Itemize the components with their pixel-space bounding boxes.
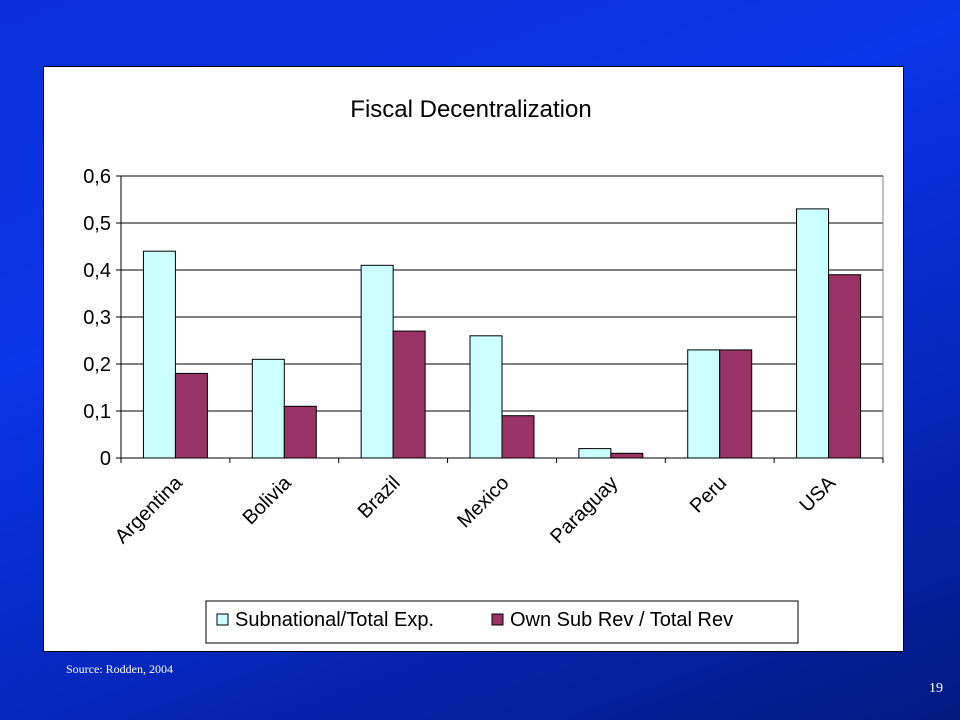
chart-panel: Fiscal Decentralization 0 0,1 0,2 0,3 0,4 0,5… xyxy=(43,66,904,652)
chart-svg: Fiscal Decentralization 0 0,1 0,2 0,3 0,4 0,5… xyxy=(83,96,884,644)
x-tick-labels: Argentina Bolivia Brazil Mexico Paraguay Peru… xyxy=(111,471,841,548)
y-tick-label: 0,5 xyxy=(83,213,111,235)
y-tick-label: 0 xyxy=(100,448,111,470)
bar-own-sub-rev-paraguay xyxy=(610,452,644,459)
x-tick-label: Paraguay xyxy=(546,472,622,548)
bars-group xyxy=(142,208,862,459)
x-tick-label: Peru xyxy=(686,472,731,517)
x-tick-label: Mexico xyxy=(453,472,513,532)
gridlines xyxy=(121,175,883,412)
bar-own-sub-rev-argentina xyxy=(174,372,208,459)
y-tick-label: 0,6 xyxy=(83,166,111,188)
bar-own-sub-rev-brazil xyxy=(392,330,426,459)
x-tick-label: USA xyxy=(795,472,840,517)
source-note: Source: Rodden, 2004 xyxy=(66,662,173,676)
bar-subnational-peru xyxy=(687,349,721,459)
x-tick-label: Brazil xyxy=(354,472,405,523)
bar-subnational-paraguay xyxy=(578,448,612,459)
legend-label-subnational: Subnational/Total Exp. xyxy=(235,609,434,631)
bar-own-sub-rev-peru xyxy=(719,349,753,459)
bar-subnational-argentina xyxy=(142,250,176,459)
bar-own-sub-rev-mexico xyxy=(501,415,535,459)
x-tick-label: Bolivia xyxy=(239,471,297,529)
y-tick-labels: 0 0,1 0,2 0,3 0,4 0,5 0,6 xyxy=(83,166,111,470)
legend-label-own-sub-rev: Own Sub Rev / Total Rev xyxy=(510,609,733,631)
bar-subnational-bolivia xyxy=(251,358,285,459)
bar-own-sub-rev-bolivia xyxy=(283,405,317,459)
legend-swatch-subnational xyxy=(216,613,229,626)
y-tick-label: 0,2 xyxy=(83,354,111,376)
page-number: 19 xyxy=(929,681,943,696)
axes xyxy=(116,175,884,463)
bar-subnational-mexico xyxy=(469,335,503,459)
bar-subnational-brazil xyxy=(360,264,394,459)
bar-subnational-usa xyxy=(796,208,830,459)
y-tick-label: 0,4 xyxy=(83,260,111,282)
y-tick-label: 0,3 xyxy=(83,307,111,329)
legend: Subnational/Total Exp. Own Sub Rev / Tot… xyxy=(205,600,799,644)
bar-own-sub-rev-usa xyxy=(828,274,862,459)
legend-swatch-own-sub-rev xyxy=(491,613,504,626)
chart-title: Fiscal Decentralization xyxy=(350,96,591,123)
x-tick-label: Argentina xyxy=(111,471,188,548)
y-tick-label: 0,1 xyxy=(83,401,111,423)
